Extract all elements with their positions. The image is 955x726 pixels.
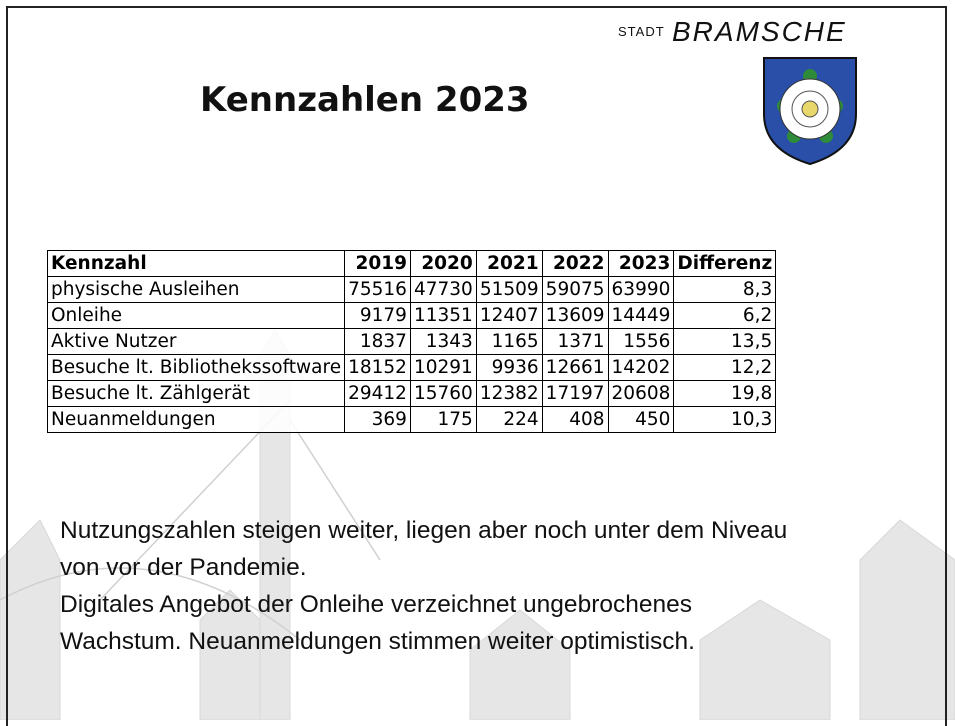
- table-cell: 12382: [476, 381, 542, 407]
- table-cell: 369: [345, 407, 411, 433]
- column-header: 2020: [410, 251, 476, 277]
- column-header: 2023: [608, 251, 674, 277]
- table-cell: 59075: [542, 277, 608, 303]
- text-line: Digitales Angebot der Onleihe verzeichne…: [60, 586, 787, 623]
- column-header: 2019: [345, 251, 411, 277]
- table-cell: 19,8: [674, 381, 776, 407]
- table-cell: 9179: [345, 303, 411, 329]
- table-cell: 408: [542, 407, 608, 433]
- table-cell: 13609: [542, 303, 608, 329]
- table-cell: 14449: [608, 303, 674, 329]
- table-cell: 20608: [608, 381, 674, 407]
- column-header: 2021: [476, 251, 542, 277]
- table-cell: 17197: [542, 381, 608, 407]
- paragraph: Digitales Angebot der Onleihe verzeichne…: [60, 586, 787, 660]
- table-cell: 12,2: [674, 355, 776, 381]
- body-text: Nutzungszahlen steigen weiter, liegen ab…: [60, 512, 787, 660]
- table-cell: 10,3: [674, 407, 776, 433]
- table-cell: 12661: [542, 355, 608, 381]
- table-cell: 1556: [608, 329, 674, 355]
- table-cell: 450: [608, 407, 674, 433]
- table-cell: 75516: [345, 277, 411, 303]
- table-cell: 8,3: [674, 277, 776, 303]
- coat-of-arms: [760, 54, 860, 166]
- table-cell: 29412: [345, 381, 411, 407]
- text-line: Wachstum. Neuanmeldungen stimmen weiter …: [60, 623, 787, 660]
- table-cell: 6,2: [674, 303, 776, 329]
- slide: STADT BRAMSCHE Kennzahlen 2023 Kennzahl2…: [0, 0, 955, 720]
- table-cell: 10291: [410, 355, 476, 381]
- table-cell: 15760: [410, 381, 476, 407]
- table-cell: Neuanmeldungen: [48, 407, 345, 433]
- table-cell: Onleihe: [48, 303, 345, 329]
- table-cell: 1343: [410, 329, 476, 355]
- table-cell: Besuche lt. Bibliothekssoftware: [48, 355, 345, 381]
- table-cell: 51509: [476, 277, 542, 303]
- table-cell: 175: [410, 407, 476, 433]
- table-cell: 224: [476, 407, 542, 433]
- column-header: Kennzahl: [48, 251, 345, 277]
- logo-prefix: STADT: [618, 24, 665, 39]
- column-header: 2022: [542, 251, 608, 277]
- table-cell: Aktive Nutzer: [48, 329, 345, 355]
- table-cell: physische Ausleihen: [48, 277, 345, 303]
- table-cell: 1837: [345, 329, 411, 355]
- table-cell: 9936: [476, 355, 542, 381]
- table-cell: 18152: [345, 355, 411, 381]
- slide-title: Kennzahlen 2023: [200, 80, 530, 120]
- paragraph: Nutzungszahlen steigen weiter, liegen ab…: [60, 512, 787, 586]
- logo-name: BRAMSCHE: [672, 16, 847, 48]
- table-cell: 14202: [608, 355, 674, 381]
- text-line: Nutzungszahlen steigen weiter, liegen ab…: [60, 512, 787, 549]
- table-cell: 11351: [410, 303, 476, 329]
- table-cell: 63990: [608, 277, 674, 303]
- table-cell: 1371: [542, 329, 608, 355]
- table-cell: 1165: [476, 329, 542, 355]
- table-cell: 12407: [476, 303, 542, 329]
- column-header: Differenz: [674, 251, 776, 277]
- table-cell: 47730: [410, 277, 476, 303]
- table-cell: 13,5: [674, 329, 776, 355]
- table-cell: Besuche lt. Zählgerät: [48, 381, 345, 407]
- text-line: von vor der Pandemie.: [60, 549, 787, 586]
